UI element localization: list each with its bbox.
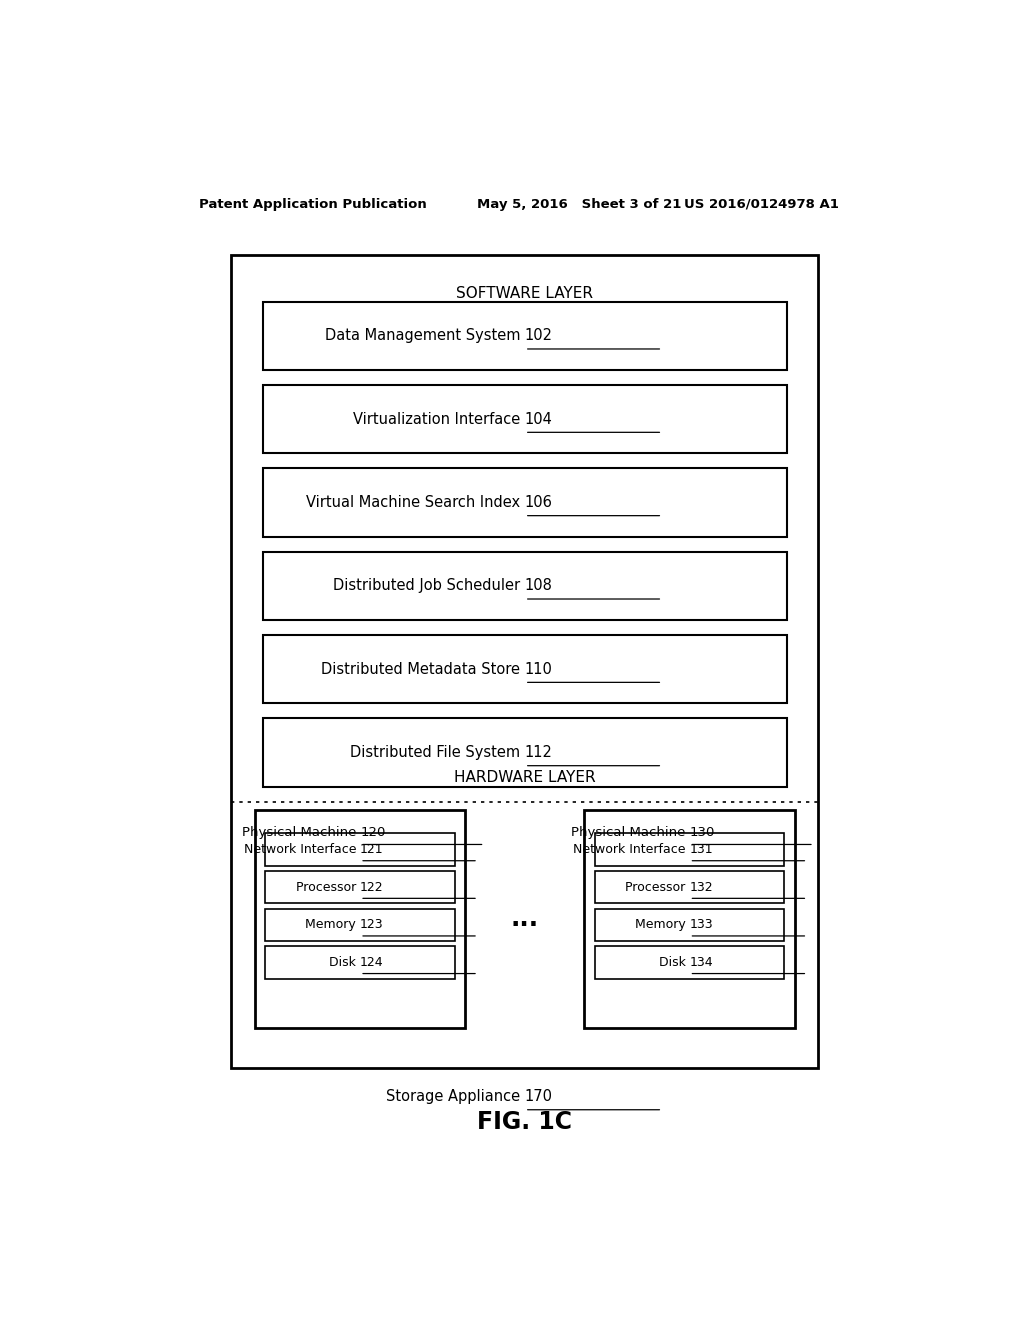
- FancyBboxPatch shape: [585, 810, 795, 1028]
- Text: US 2016/0124978 A1: US 2016/0124978 A1: [684, 198, 839, 211]
- Text: Network Interface: Network Interface: [573, 843, 689, 857]
- Text: 131: 131: [689, 843, 713, 857]
- Text: 108: 108: [524, 578, 553, 593]
- Text: SOFTWARE LAYER: SOFTWARE LAYER: [457, 286, 593, 301]
- Text: Network Interface: Network Interface: [244, 843, 360, 857]
- Text: Physical Machine: Physical Machine: [570, 826, 689, 838]
- Text: Distributed Metadata Store: Distributed Metadata Store: [322, 661, 524, 677]
- FancyBboxPatch shape: [265, 946, 455, 978]
- Text: HARDWARE LAYER: HARDWARE LAYER: [454, 770, 596, 785]
- Text: 112: 112: [524, 744, 553, 760]
- Text: 122: 122: [360, 880, 384, 894]
- Text: Distributed Job Scheduler: Distributed Job Scheduler: [333, 578, 524, 593]
- Text: 133: 133: [689, 919, 713, 932]
- FancyBboxPatch shape: [595, 871, 784, 903]
- Text: Disk: Disk: [330, 956, 360, 969]
- Text: 134: 134: [689, 956, 713, 969]
- Text: 123: 123: [360, 919, 384, 932]
- Text: Memory: Memory: [305, 919, 360, 932]
- FancyBboxPatch shape: [255, 810, 465, 1028]
- FancyBboxPatch shape: [263, 302, 786, 370]
- FancyBboxPatch shape: [231, 255, 818, 1068]
- Text: 130: 130: [689, 826, 715, 838]
- FancyBboxPatch shape: [595, 833, 784, 866]
- Text: Virtual Machine Search Index: Virtual Machine Search Index: [306, 495, 524, 510]
- FancyBboxPatch shape: [263, 552, 786, 620]
- FancyBboxPatch shape: [265, 833, 455, 866]
- Text: Processor: Processor: [296, 880, 360, 894]
- Text: Virtualization Interface: Virtualization Interface: [353, 412, 524, 426]
- Text: 104: 104: [524, 412, 553, 426]
- Text: 124: 124: [360, 956, 384, 969]
- Text: 121: 121: [360, 843, 384, 857]
- Text: Processor: Processor: [626, 880, 689, 894]
- Text: ...: ...: [511, 907, 539, 931]
- Text: FIG. 1C: FIG. 1C: [477, 1110, 572, 1134]
- Text: 106: 106: [524, 495, 553, 510]
- Text: 102: 102: [524, 329, 553, 343]
- FancyBboxPatch shape: [263, 469, 786, 536]
- Text: Disk: Disk: [658, 956, 689, 969]
- FancyBboxPatch shape: [263, 718, 786, 787]
- FancyBboxPatch shape: [263, 635, 786, 704]
- FancyBboxPatch shape: [595, 946, 784, 978]
- Text: 132: 132: [689, 880, 713, 894]
- Text: Distributed File System: Distributed File System: [350, 744, 524, 760]
- FancyBboxPatch shape: [265, 908, 455, 941]
- Text: 170: 170: [524, 1089, 553, 1104]
- Text: 120: 120: [360, 826, 385, 838]
- FancyBboxPatch shape: [595, 908, 784, 941]
- FancyBboxPatch shape: [263, 385, 786, 453]
- FancyBboxPatch shape: [265, 871, 455, 903]
- Text: Storage Appliance: Storage Appliance: [386, 1089, 524, 1104]
- Text: Physical Machine: Physical Machine: [242, 826, 360, 838]
- Text: Data Management System: Data Management System: [325, 329, 524, 343]
- Text: Patent Application Publication: Patent Application Publication: [200, 198, 427, 211]
- Text: 110: 110: [524, 661, 553, 677]
- Text: Memory: Memory: [635, 919, 689, 932]
- Text: May 5, 2016   Sheet 3 of 21: May 5, 2016 Sheet 3 of 21: [477, 198, 682, 211]
